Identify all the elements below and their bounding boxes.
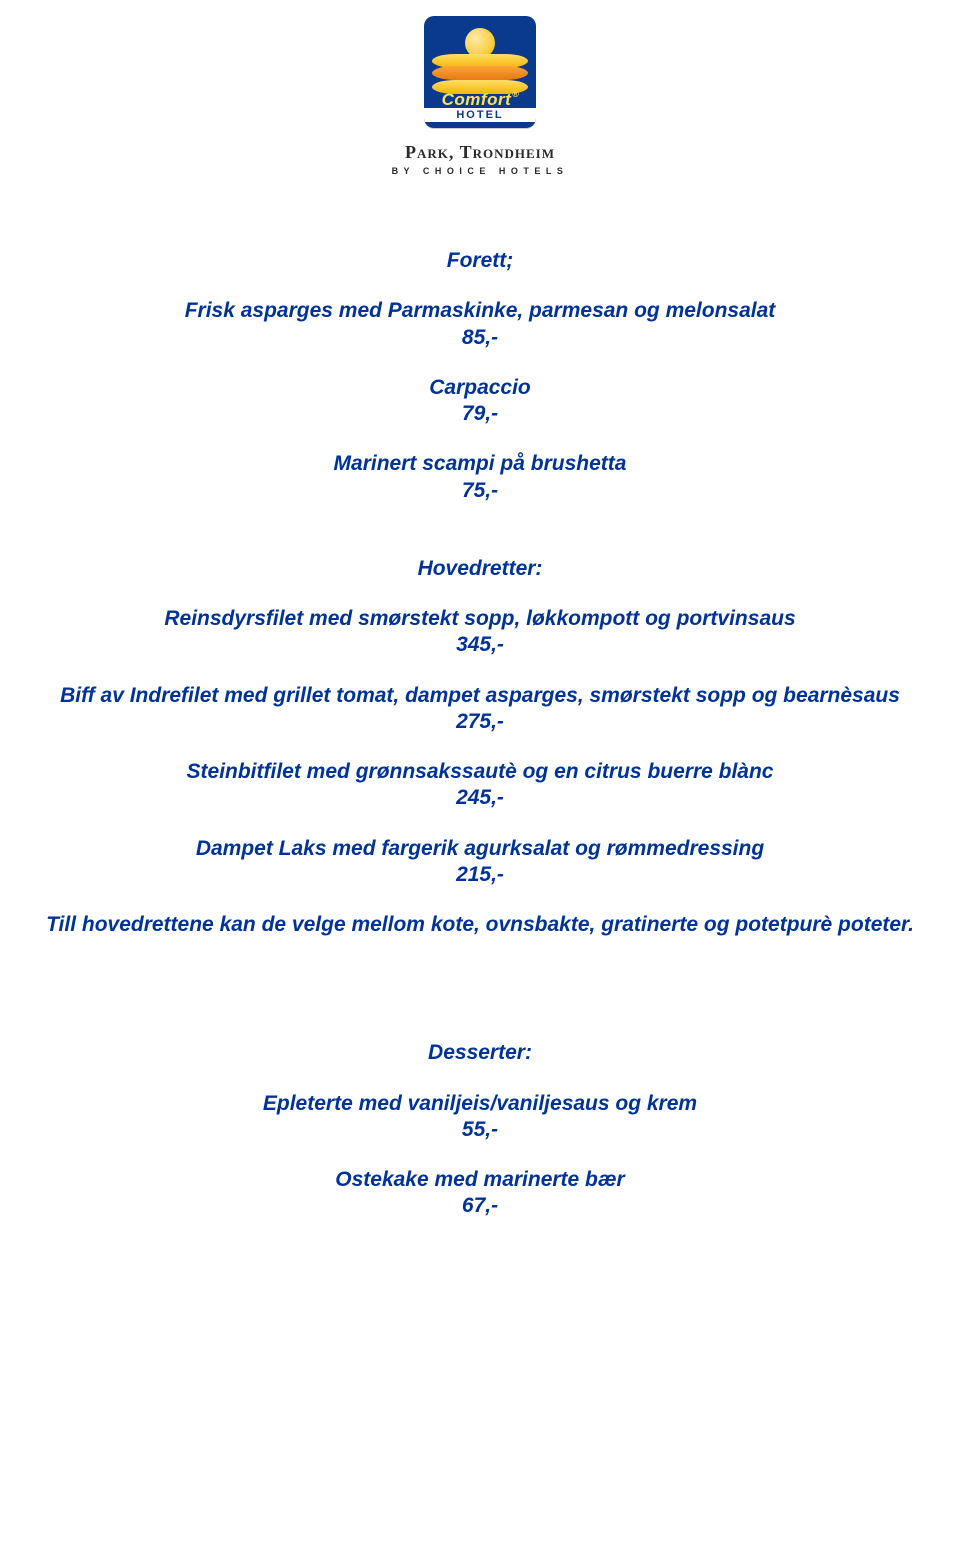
section-heading-hovedretter: Hovedretter: [0, 556, 960, 582]
menu-item: Steinbitfilet med grønnsakssautè og en c… [0, 759, 960, 812]
menu-item-desc: Ostekake med marinerte bær [0, 1167, 960, 1193]
menu-item-desc: Epleterte med vaniljeis/vaniljesaus og k… [0, 1091, 960, 1117]
hotel-name: Park, Trondheim BY CHOICE HOTELS [392, 142, 569, 176]
registered-mark: ® [512, 89, 519, 99]
section-heading-forett: Forett; [0, 248, 960, 274]
menu-item-desc: Marinert scampi på brushetta [0, 451, 960, 477]
menu-item-price: 245,- [0, 785, 960, 811]
section-heading-desserter: Desserter: [0, 1040, 960, 1066]
menu-item: Frisk asparges med Parmaskinke, parmesan… [0, 298, 960, 351]
section-note: Till hovedrettene kan de velge mellom ko… [0, 912, 960, 938]
comfort-hotel-logo: Comfort® HOTEL [424, 16, 536, 128]
hotel-name-line2: BY CHOICE HOTELS [392, 166, 569, 176]
menu-item-desc: Biff av Indrefilet med grillet tomat, da… [0, 683, 960, 709]
logo-sub-label: HOTEL [424, 108, 536, 122]
menu-item-price: 275,- [0, 709, 960, 735]
menu-item: Dampet Laks med fargerik agurksalat og r… [0, 836, 960, 889]
menu-item-price: 215,- [0, 862, 960, 888]
menu-body: Forett; Frisk asparges med Parmaskinke, … [0, 248, 960, 1220]
logo-brand-label: Comfort [442, 90, 512, 109]
menu-item-price: 67,- [0, 1193, 960, 1219]
menu-item: Epleterte med vaniljeis/vaniljesaus og k… [0, 1091, 960, 1144]
menu-page: Comfort® HOTEL Park, Trondheim BY CHOICE… [0, 0, 960, 1543]
menu-item-desc: Dampet Laks med fargerik agurksalat og r… [0, 836, 960, 862]
header-logo-block: Comfort® HOTEL Park, Trondheim BY CHOICE… [0, 0, 960, 176]
menu-item-price: 79,- [0, 401, 960, 427]
hotel-name-line1: Park, Trondheim [392, 142, 569, 163]
spacer [0, 938, 960, 990]
menu-item-price: 55,- [0, 1117, 960, 1143]
menu-item: Biff av Indrefilet med grillet tomat, da… [0, 683, 960, 736]
menu-item-desc: Carpaccio [0, 375, 960, 401]
logo-brand-text: Comfort® [424, 90, 536, 110]
menu-item-price: 85,- [0, 325, 960, 351]
menu-item-desc: Steinbitfilet med grønnsakssautè og en c… [0, 759, 960, 785]
menu-item: Ostekake med marinerte bær 67,- [0, 1167, 960, 1220]
menu-item-desc: Frisk asparges med Parmaskinke, parmesan… [0, 298, 960, 324]
menu-item-desc: Reinsdyrsfilet med smørstekt sopp, løkko… [0, 606, 960, 632]
menu-item: Marinert scampi på brushetta 75,- [0, 451, 960, 504]
spacer [0, 504, 960, 556]
menu-item: Reinsdyrsfilet med smørstekt sopp, løkko… [0, 606, 960, 659]
menu-item: Carpaccio 79,- [0, 375, 960, 428]
menu-item-price: 345,- [0, 632, 960, 658]
menu-item-price: 75,- [0, 478, 960, 504]
wave-icon [432, 66, 528, 80]
